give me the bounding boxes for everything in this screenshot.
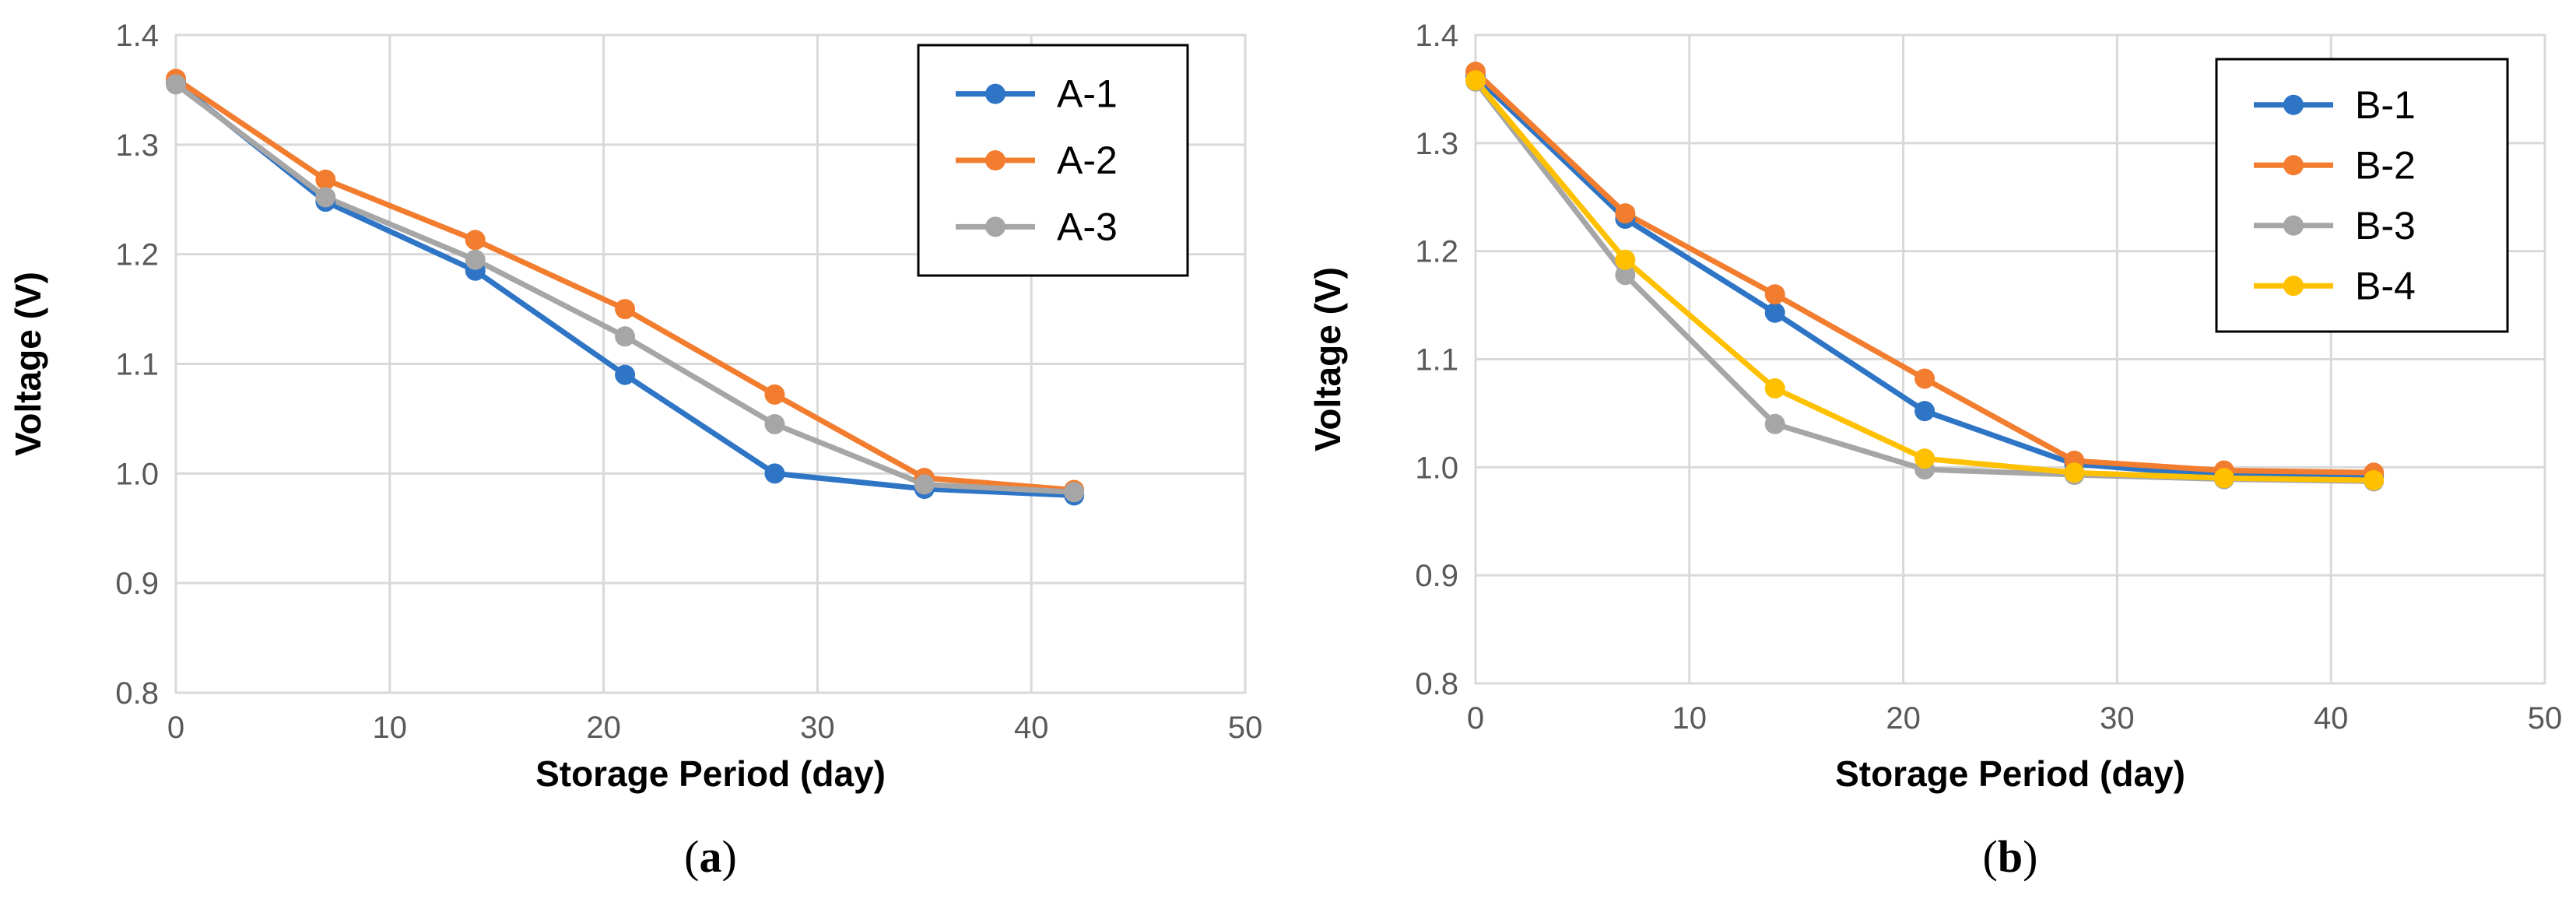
legend-swatch-marker	[2283, 155, 2304, 176]
legend-swatch-marker	[985, 83, 1005, 104]
legend-label-a-1: A-1	[1057, 72, 1118, 116]
data-point-a-3	[764, 413, 785, 434]
y-axis-title: Voltage (V)	[1307, 267, 1348, 451]
data-point-a-1	[764, 463, 785, 484]
plot-area-frame	[1474, 33, 2546, 685]
data-point-b-4	[2064, 462, 2085, 483]
x-tick-label: 50	[2528, 701, 2563, 736]
x-tick-label: 40	[2314, 701, 2349, 736]
caption-close-paren: )	[2023, 831, 2037, 882]
data-point-a-2	[315, 169, 336, 190]
data-point-b-1	[1914, 401, 1936, 422]
data-point-a-2	[615, 299, 636, 320]
data-point-a-3	[465, 249, 486, 270]
y-tick-label: 1.0	[1415, 451, 1458, 485]
data-point-a-3	[914, 474, 935, 495]
caption-letter: b	[1998, 831, 2023, 882]
y-tick-label: 0.9	[1415, 559, 1458, 593]
caption-open-paren: (	[1983, 831, 1998, 882]
x-axis-title: Storage Period (day)	[1835, 753, 2185, 794]
legend-swatch-marker	[985, 216, 1005, 237]
legend-swatch-marker	[985, 150, 1005, 170]
legend-swatch-marker	[2283, 94, 2304, 115]
y-tick-label: 0.8	[1415, 667, 1458, 701]
legend-label-b-4: B-4	[2355, 264, 2416, 307]
data-point-b-1	[1764, 302, 1785, 323]
x-tick-label: 10	[373, 711, 408, 745]
panel-caption: (a)	[684, 831, 737, 882]
data-point-a-2	[764, 384, 785, 405]
y-tick-label: 0.9	[115, 567, 159, 601]
legend-swatch-marker	[2283, 276, 2304, 297]
y-tick-label: 1.2	[1415, 235, 1458, 269]
y-tick-label: 1.4	[115, 19, 159, 53]
caption-open-paren: (	[684, 831, 699, 882]
y-axis-title: Voltage (V)	[8, 272, 48, 456]
data-point-b-4	[2213, 468, 2234, 489]
y-tick-label: 1.3	[115, 128, 159, 163]
x-tick-label: 0	[167, 711, 184, 745]
data-point-a-2	[465, 230, 486, 251]
y-tick-label: 1.3	[1415, 127, 1458, 161]
legend-swatch-marker	[2283, 215, 2304, 236]
data-point-a-3	[315, 187, 336, 208]
chart-panel-a: 0.8 0.9 1.0 1.1 1.2 1.3 1.4 0 10 20 30 40 50 Storage …	[8, 19, 1262, 882]
y-tick-label: 1.0	[115, 457, 159, 491]
data-point-b-3	[1615, 265, 1636, 286]
x-tick-label: 0	[1467, 701, 1484, 736]
x-tick-label: 20	[586, 711, 621, 745]
legend: B-1 B-2 B-3 B-4	[2215, 58, 2509, 333]
chart-panel-b: 0.8 0.9 1.0 1.1 1.2 1.3 1.4 0 10 20 30 40 50 Storage …	[1307, 19, 2562, 882]
data-point-a-3	[166, 74, 186, 95]
data-point-b-4	[1465, 70, 1486, 91]
legend: A-1 A-2 A-3	[917, 44, 1189, 277]
legend-label-a-2: A-2	[1057, 139, 1118, 182]
y-tick-label: 0.8	[115, 676, 159, 711]
panel-caption: (b)	[1983, 831, 2038, 882]
data-point-b-4	[1914, 448, 1936, 469]
x-tick-label: 50	[1228, 711, 1263, 745]
data-point-b-4	[2364, 469, 2385, 490]
y-tick-label: 1.1	[115, 348, 159, 382]
data-point-b-4	[1615, 249, 1636, 270]
x-tick-label: 40	[1014, 711, 1049, 745]
legend-label-b-1: B-1	[2355, 83, 2416, 127]
data-point-b-2	[1615, 203, 1636, 224]
legend-label-b-3: B-3	[2355, 204, 2416, 248]
data-point-b-3	[1764, 413, 1785, 434]
data-point-a-3	[1064, 482, 1085, 503]
y-tick-label: 1.4	[1415, 19, 1458, 53]
plot-area-frame	[174, 33, 1247, 694]
data-point-a-3	[615, 326, 636, 347]
x-axis-title: Storage Period (day)	[535, 753, 886, 794]
data-point-b-4	[1764, 377, 1785, 399]
y-tick-label: 1.1	[1415, 343, 1458, 377]
caption-close-paren: )	[722, 831, 737, 882]
data-point-a-1	[615, 364, 636, 385]
legend-label-a-3: A-3	[1057, 205, 1118, 248]
x-tick-label: 20	[1886, 701, 1921, 736]
caption-letter: a	[700, 831, 722, 882]
x-tick-label: 10	[1672, 701, 1707, 736]
x-tick-label: 30	[800, 711, 835, 745]
legend-label-b-2: B-2	[2355, 143, 2416, 187]
data-point-b-2	[1764, 284, 1785, 305]
data-point-b-2	[1914, 368, 1936, 389]
x-tick-label: 30	[2100, 701, 2135, 736]
y-tick-label: 1.2	[115, 238, 159, 272]
